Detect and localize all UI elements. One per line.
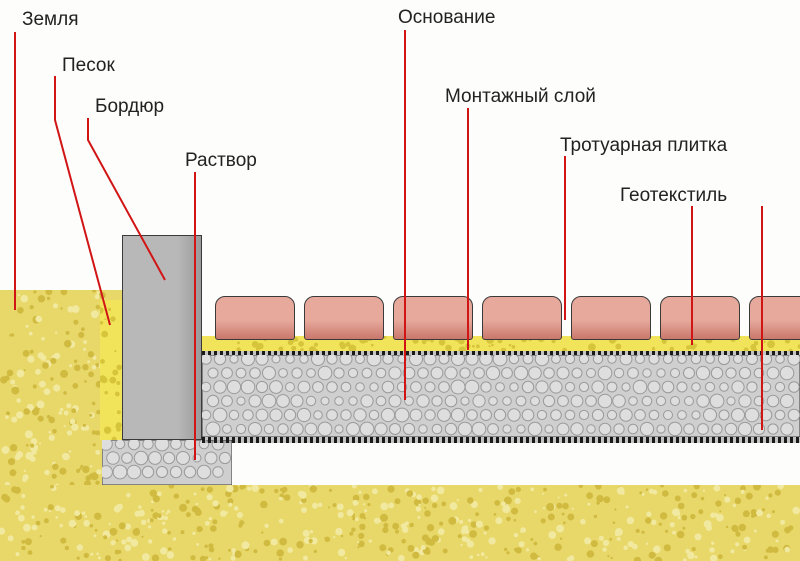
paving-tile [393, 296, 473, 340]
label-sand: Песок [62, 55, 115, 77]
label-earth: Земля [22, 9, 78, 31]
paving-tile [749, 296, 800, 340]
paving-tile [571, 296, 651, 340]
paving-tile [215, 296, 295, 340]
paving-tile [304, 296, 384, 340]
diagram-canvas: Земля Песок Бордюр Раствор Основание Мон… [0, 0, 800, 561]
earth-bottom-layer [0, 485, 800, 561]
curb-block [122, 235, 202, 440]
paving-tile [482, 296, 562, 340]
paving-tile [660, 296, 740, 340]
base-layer [202, 355, 800, 437]
label-mounting: Монтажный слой [445, 86, 596, 108]
label-curb: Бордюр [95, 96, 164, 118]
label-mortar: Раствор [185, 150, 257, 172]
geotextile-bottom [202, 437, 800, 443]
label-geotextile: Геотекстиль [620, 185, 727, 207]
sand-strip [100, 300, 122, 440]
mortar-slab [102, 440, 232, 485]
label-base: Основание [398, 7, 495, 29]
label-paving: Тротуарная плитка [560, 135, 727, 157]
